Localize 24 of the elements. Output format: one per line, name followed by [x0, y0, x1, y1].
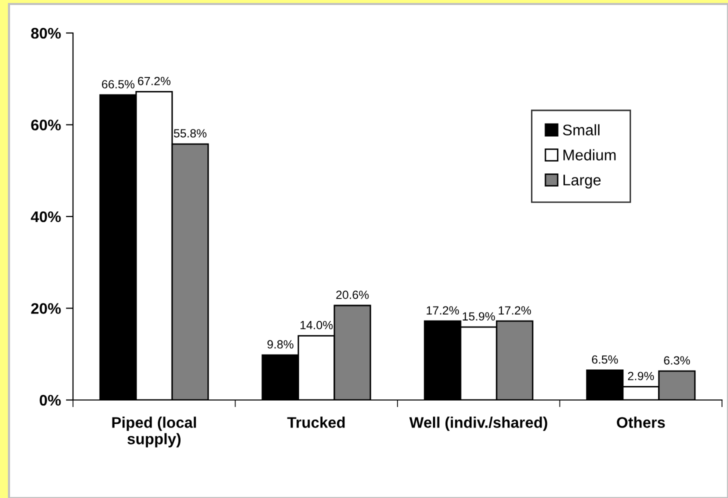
- data-label: 6.5%: [592, 355, 618, 364]
- x-tick-label: Trucked: [287, 416, 345, 428]
- y-tick-label: 0%: [40, 394, 61, 406]
- data-label: 15.9%: [462, 312, 495, 321]
- data-label: 17.2%: [426, 306, 459, 315]
- x-tick-label: Well (indiv./shared): [409, 416, 548, 431]
- y-tick-label: 60%: [31, 120, 61, 130]
- x-tick-label: Others: [616, 416, 665, 428]
- data-label: 9.8%: [267, 340, 294, 349]
- data-label: 67.2%: [138, 76, 170, 86]
- data-label: 2.9%: [628, 372, 654, 380]
- y-tick-label: 80%: [31, 28, 61, 39]
- data-label: 66.5%: [102, 80, 134, 88]
- x-tick-label: Piped (local supply): [112, 416, 196, 448]
- legend-label: Small: [562, 124, 600, 136]
- y-tick-label: 20%: [31, 303, 61, 314]
- data-label: 20.6%: [336, 290, 369, 299]
- data-label: 6.3%: [664, 356, 690, 365]
- data-label: 14.0%: [300, 320, 333, 330]
- legend-label: Large: [564, 174, 601, 188]
- legend-label: Medium: [564, 149, 616, 160]
- data-label: 17.2%: [498, 306, 531, 315]
- y-tick-label: 40%: [30, 211, 61, 222]
- data-label: 55.8%: [174, 129, 206, 138]
